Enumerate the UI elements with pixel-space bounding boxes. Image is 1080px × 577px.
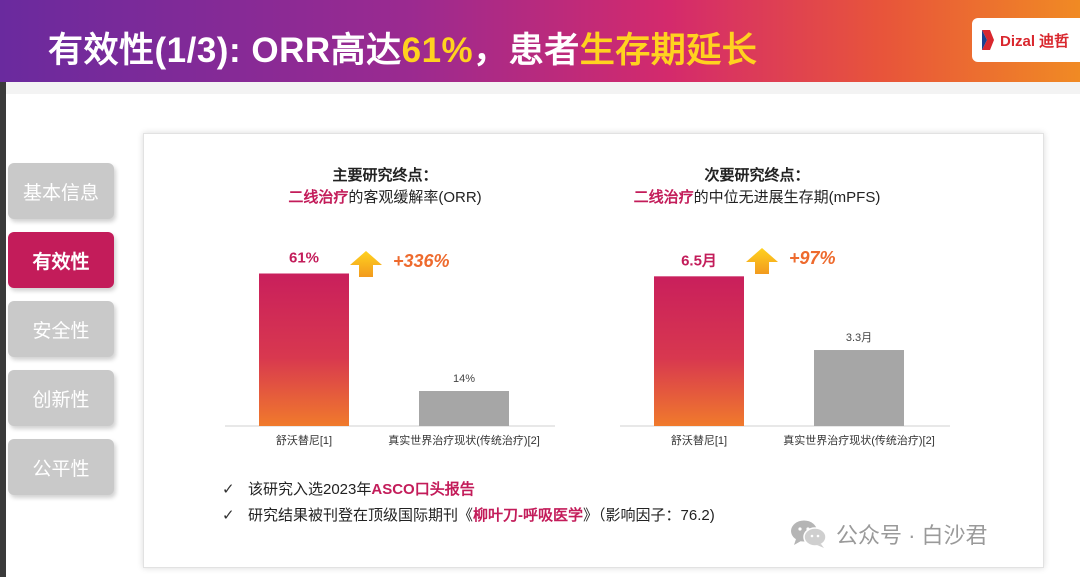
chart-mpfs-title: 次要研究终点： [704,167,810,184]
chart-mpfs-subtitle: 二线治疗的中位无进展生存期(mPFS) [622,187,892,209]
bar-value-label: 61% [289,250,319,267]
key-point-highlight: 柳叶刀-呼吸医学 [473,507,584,524]
title-text-mid: ，患者 [473,31,580,70]
logo-text: Dizal 迪哲 [1000,33,1070,50]
bar-real-world [419,391,509,426]
key-point-suffix: 》（影响因子：76.2) [583,507,715,524]
nav-item-efficacy[interactable]: 有效性 [8,232,114,288]
header-subbar [6,82,1080,94]
key-point-highlight: ASCO口头报告 [371,481,475,498]
title-highlight-survival: 生存期延长 [579,31,758,70]
wechat-icon [791,520,827,548]
category-label: 真实世界治疗现状(传统治疗)[2] [783,433,935,447]
chart-mpfs-subtitle-text: 的中位无进展生存期(mPFS) [693,189,881,206]
growth-up-arrow-icon [350,251,382,277]
nav-item-label: 安全性 [32,320,90,342]
bar-value-label: 14% [453,373,475,385]
bar-sunvozertinib [654,276,744,426]
page-title: 有效性(1/3): ORR高达61%，患者生存期延长 [48,22,757,73]
nav-item-basic-info[interactable]: 基本信息 [8,163,114,219]
title-highlight-orr: 61% [401,31,474,70]
chart-mpfs-growth-label: +97% [789,248,836,268]
chart-mpfs-title-block: 次要研究终点： 二线治疗的中位无进展生存期(mPFS) [622,165,892,209]
nav-item-label: 基本信息 [22,182,99,204]
checkmark-icon: ✓ [222,481,235,498]
category-label: 舒沃替尼[1] [671,433,727,447]
key-point-text: 研究结果被刊登在顶级国际期刊《 [248,507,474,524]
chart-orr-growth-label: +336% [393,251,450,271]
key-point-lancet: ✓ 研究结果被刊登在顶级国际期刊《柳叶刀-呼吸医学》（影响因子：76.2) [222,503,715,529]
key-point-text: 该研究入选2023年 [248,481,372,498]
growth-up-arrow-icon [746,248,778,274]
dizal-logo: Dizal 迪哲 [972,18,1080,62]
watermark: 公众号 · 白沙君 [790,518,988,550]
title-text: 有效性(1/3): ORR高达 [48,31,402,70]
nav-item-label: 公平性 [32,458,90,480]
chart-orr-title: 主要研究终点： [332,167,438,184]
header-banner: 有效性(1/3): ORR高达61%，患者生存期延长 Dizal 迪哲 [0,0,1080,82]
nav-item-label: 有效性 [32,251,90,273]
chart-orr-subtitle: 二线治疗的客观缓解率(ORR) [250,187,520,209]
category-label: 真实世界治疗现状(传统治疗)[2] [388,433,540,447]
left-edge-strip [0,82,6,577]
watermark-text: 公众号 · 白沙君 [836,523,988,548]
nav-item-label: 创新性 [32,389,90,411]
checkmark-icon: ✓ [222,507,235,524]
bar-real-world [814,350,904,426]
chart-orr: 61% 舒沃替尼[1] 14% 真实世界治疗现状(传统治疗)[2] [225,250,555,447]
nav-item-equity[interactable]: 公平性 [8,439,114,495]
bar-value-label: 3.3月 [846,332,872,344]
nav-item-safety[interactable]: 安全性 [8,301,114,357]
chart-orr-subtitle-highlight: 二线治疗 [288,189,349,206]
dizal-logo-icon [982,30,994,50]
bar-sunvozertinib [259,273,349,426]
category-label: 舒沃替尼[1] [276,433,332,447]
key-point-asco: ✓ 该研究入选2023年ASCO口头报告 [222,477,715,503]
key-points-list: ✓ 该研究入选2023年ASCO口头报告 ✓ 研究结果被刊登在顶级国际期刊《柳叶刀-… [222,477,715,529]
chart-orr-subtitle-text: 的客观缓解率(ORR) [348,189,482,206]
nav-item-innovation[interactable]: 创新性 [8,370,114,426]
chart-orr-title-block: 主要研究终点： 二线治疗的客观缓解率(ORR) [250,165,520,209]
chart-mpfs-subtitle-highlight: 二线治疗 [633,189,694,206]
bar-value-label: 6.5月 [681,252,717,269]
